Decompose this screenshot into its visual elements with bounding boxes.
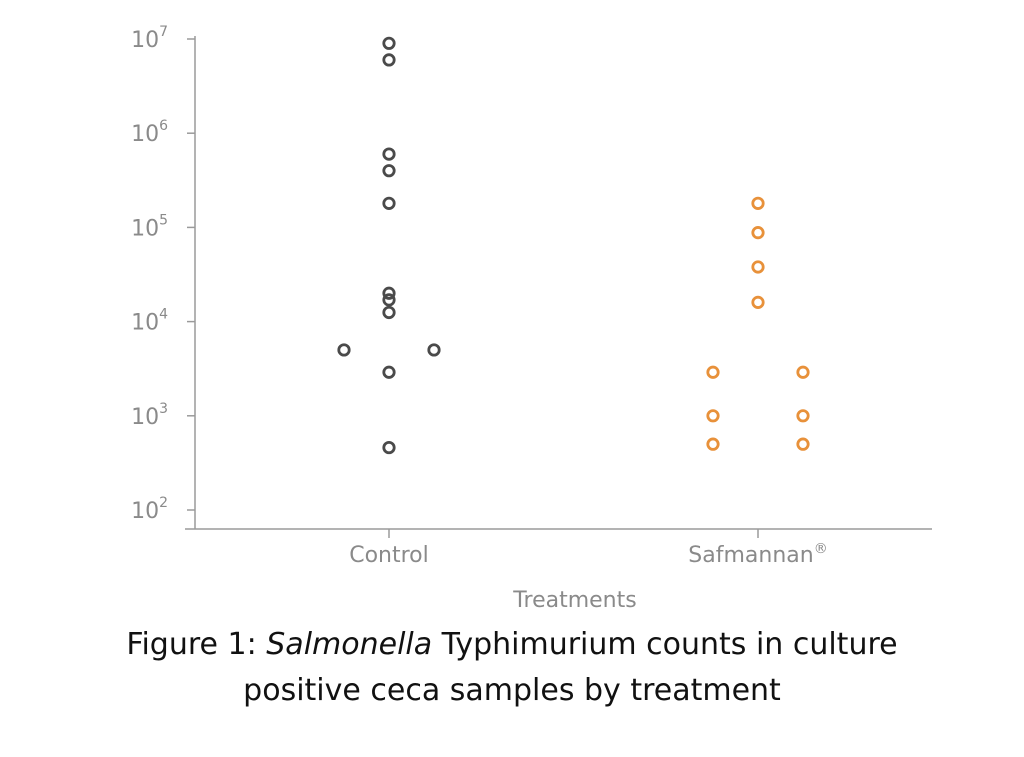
data-point bbox=[382, 164, 396, 178]
data-point bbox=[751, 196, 765, 210]
data-point bbox=[382, 305, 396, 320]
data-point bbox=[796, 437, 810, 451]
y-tick-label: 106 bbox=[131, 118, 168, 147]
x-category-label: Control bbox=[349, 543, 429, 568]
caption-italic-species: Salmonella bbox=[266, 627, 433, 662]
y-tick-label: 103 bbox=[131, 401, 168, 430]
data-point bbox=[382, 53, 396, 67]
caption-line1-rest: Typhimurium counts in culture bbox=[432, 627, 898, 662]
data-point bbox=[427, 343, 441, 357]
data-point bbox=[382, 365, 396, 379]
x-axis-title: Treatments bbox=[512, 588, 636, 613]
data-point bbox=[382, 293, 396, 307]
data-point bbox=[382, 196, 396, 210]
x-categories: Control Safmannan® bbox=[349, 529, 828, 568]
data-point bbox=[382, 440, 396, 455]
y-tick-label: 104 bbox=[131, 307, 168, 336]
y-tick-label: 107 bbox=[131, 24, 168, 53]
axes bbox=[185, 36, 932, 530]
data-point bbox=[751, 260, 765, 274]
y-tick-label: 102 bbox=[131, 495, 168, 524]
y-tick-label: 105 bbox=[131, 212, 168, 241]
data-point bbox=[751, 226, 765, 240]
data-point bbox=[382, 286, 396, 300]
data-point bbox=[337, 343, 351, 357]
data-point bbox=[382, 36, 396, 50]
caption-line-2: positive ceca samples by treatment bbox=[243, 673, 781, 708]
data-point bbox=[706, 409, 720, 423]
y-ticks: 102 103 104 105 106 107 bbox=[131, 24, 195, 524]
data-point bbox=[751, 295, 765, 309]
data-point bbox=[382, 147, 396, 161]
data-point bbox=[706, 365, 720, 379]
caption-prefix: Figure 1: bbox=[126, 627, 267, 662]
figure-caption: Figure 1: Salmonella Typhimurium counts … bbox=[0, 622, 1024, 714]
caption-line-1: Figure 1: Salmonella Typhimurium counts … bbox=[0, 622, 1024, 668]
x-category-label: Safmannan® bbox=[688, 541, 827, 568]
data-point bbox=[706, 437, 720, 451]
data-points bbox=[337, 36, 810, 455]
data-point bbox=[796, 409, 810, 423]
scatter-chart: 102 103 104 105 106 107 Control Safmannan® Tre… bbox=[131, 24, 932, 613]
data-point bbox=[796, 365, 810, 379]
